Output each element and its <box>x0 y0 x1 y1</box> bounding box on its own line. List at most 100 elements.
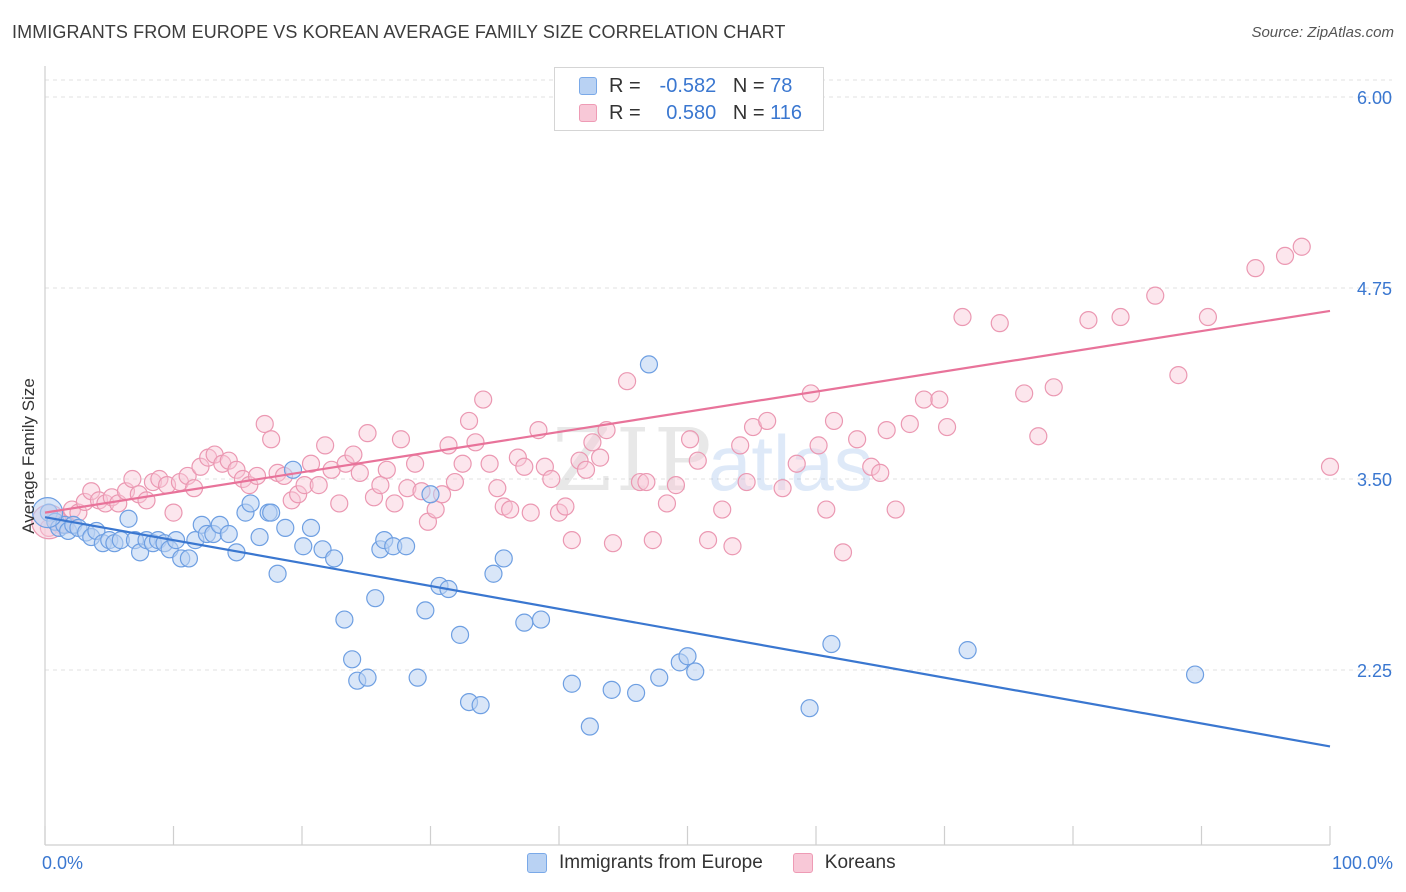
point-korean-31 <box>247 466 267 486</box>
legend-row-europe: R = -0.582 N = 78 <box>579 74 792 98</box>
point-korean-85 <box>630 472 650 492</box>
trend-line-koreans <box>44 309 1331 514</box>
point-korean-121 <box>1111 307 1130 327</box>
point-korean-122 <box>1146 286 1165 305</box>
point-europe-66 <box>580 717 599 736</box>
point-europe-54 <box>416 601 435 620</box>
point-korean-46 <box>350 463 369 482</box>
point-korean-119 <box>1044 378 1063 397</box>
point-korean-79 <box>576 460 596 479</box>
point-korean-127 <box>1292 237 1311 256</box>
point-korean-65 <box>480 454 499 473</box>
legend-r-value-europe: -0.582 <box>659 74 717 97</box>
point-korean-32 <box>255 414 274 434</box>
point-korean-99 <box>773 479 792 498</box>
point-korean-77 <box>562 531 581 550</box>
point-korean-124 <box>1198 307 1218 327</box>
y-tick-labels: 2.25 3.50 4.75 6.00 <box>1357 88 1392 681</box>
point-europe-24 <box>179 549 199 568</box>
point-europe-47 <box>358 668 377 687</box>
legend-item-koreans: Koreans <box>792 852 896 874</box>
point-korean-69 <box>508 448 527 467</box>
point-korean-118 <box>1029 427 1048 446</box>
point-europe-48 <box>366 589 385 608</box>
point-europe-14 <box>119 509 138 528</box>
point-korean-51 <box>385 494 404 513</box>
point-europe-65 <box>562 674 581 693</box>
point-korean-47 <box>358 424 377 443</box>
point-europe-75 <box>822 634 841 654</box>
point-korean-53 <box>398 479 417 498</box>
point-korean-60 <box>445 472 465 492</box>
point-korean-90 <box>680 430 700 449</box>
point-korean-89 <box>666 476 686 495</box>
point-europe-58 <box>450 625 470 644</box>
point-korean-107 <box>862 457 881 476</box>
y-tick-label-1: 3.50 <box>1357 470 1392 490</box>
point-europe-61 <box>484 564 503 583</box>
point-korean-68 <box>501 500 520 519</box>
y-tick-label-3: 6.00 <box>1357 88 1392 108</box>
point-europe-38 <box>276 518 295 537</box>
legend-swatch-europe <box>527 853 547 873</box>
point-korean-49 <box>371 476 390 495</box>
legend-n-value-koreans: 116 <box>770 101 803 124</box>
point-korean-109 <box>877 421 896 440</box>
point-korean-88 <box>657 494 677 513</box>
point-korean-40 <box>309 476 328 495</box>
trend-line-europe <box>44 516 1331 748</box>
point-korean-71 <box>521 503 540 522</box>
point-korean-92 <box>698 531 718 550</box>
point-korean-45 <box>344 445 363 464</box>
point-korean-95 <box>731 436 750 455</box>
legend-r-value-koreans: 0.580 <box>666 101 717 124</box>
point-korean-106 <box>848 430 867 449</box>
point-korean-27 <box>219 451 238 470</box>
legend-item-europe: Immigrants from Europe <box>527 852 763 874</box>
point-korean-13 <box>123 469 142 489</box>
legend-n-label: N = <box>732 101 765 124</box>
point-europe-43 <box>325 549 344 568</box>
legend-row-koreans: R = 0.580 N = 116 <box>579 101 802 125</box>
series-koreans <box>31 237 1340 562</box>
point-korean-105 <box>833 543 853 562</box>
point-korean-117 <box>1015 384 1034 403</box>
point-korean-81 <box>591 448 610 467</box>
series-legend: Immigrants from Europe Koreans <box>527 852 926 874</box>
point-europe-68 <box>626 683 646 703</box>
point-korean-116 <box>990 314 1009 333</box>
point-korean-110 <box>886 500 905 519</box>
point-europe-73 <box>686 662 705 681</box>
point-korean-63 <box>466 433 485 452</box>
correlation-legend: R = -0.582 N = 78 R = 0.580 N = 116 <box>554 67 824 131</box>
y-tick-label-0: 2.25 <box>1357 661 1392 681</box>
point-korean-76 <box>556 497 575 516</box>
legend-r-label: R = <box>609 101 641 124</box>
point-korean-120 <box>1079 310 1098 330</box>
point-korean-125 <box>1246 259 1265 278</box>
gridlines <box>45 79 1392 671</box>
point-korean-104 <box>824 411 844 431</box>
point-europe-74 <box>800 699 819 718</box>
point-korean-59 <box>439 436 458 455</box>
point-korean-91 <box>688 451 707 470</box>
point-korean-108 <box>871 463 890 482</box>
point-europe-40 <box>294 537 313 556</box>
point-europe-53 <box>408 668 427 687</box>
point-korean-23 <box>191 457 210 476</box>
point-korean-74 <box>542 469 561 489</box>
point-korean-78 <box>570 451 589 470</box>
point-europe-60 <box>471 696 490 715</box>
point-korean-62 <box>459 411 479 431</box>
point-europe-39 <box>283 460 303 479</box>
point-korean-52 <box>391 430 411 449</box>
legend-r-label: R = <box>609 74 641 97</box>
point-korean-94 <box>723 537 742 556</box>
legend-n-value-europe: 78 <box>770 74 793 97</box>
point-europe-63 <box>515 613 534 632</box>
point-europe-67 <box>602 680 621 699</box>
y-tick-label-2: 4.75 <box>1357 279 1392 299</box>
point-korean-7 <box>82 482 101 501</box>
point-europe-77 <box>1185 665 1205 684</box>
point-korean-80 <box>583 433 602 452</box>
